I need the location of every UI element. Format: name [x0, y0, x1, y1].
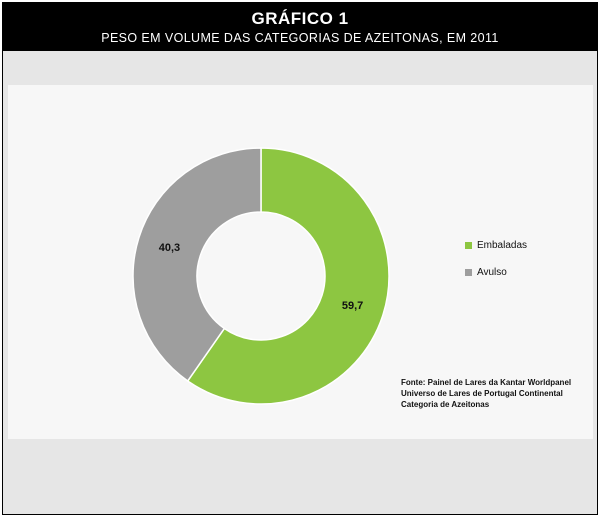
data-label-avulso: 40,3: [159, 242, 180, 254]
chart-title: GRÁFICO 1: [251, 9, 349, 28]
source-note: Fonte: Painel de Lares da Kantar Worldpa…: [401, 377, 571, 410]
donut-slice-embaladas: [186, 147, 390, 405]
legend-item-avulso: Avulso: [465, 265, 527, 279]
chart-legend: Embaladas Avulso: [465, 238, 527, 292]
legend-label-avulso: Avulso: [477, 266, 507, 278]
chart-subtitle: PESO EM VOLUME DAS CATEGORIAS DE AZEITON…: [101, 31, 499, 45]
legend-swatch-embaladas: [465, 241, 472, 249]
source-line: Categoria de Azeitonas: [401, 400, 490, 409]
legend-swatch-avulso: [465, 268, 472, 276]
legend-item-embaladas: Embaladas: [465, 238, 527, 252]
data-label-embaladas: 59,7: [342, 300, 363, 312]
source-line: Universo de Lares de Portugal Continenta…: [401, 389, 563, 398]
chart-header: GRÁFICO 1 PESO EM VOLUME DAS CATEGORIAS …: [3, 3, 597, 51]
donut-slice-avulso: [132, 147, 262, 382]
source-line: Fonte: Painel de Lares da Kantar Worldpa…: [401, 378, 572, 387]
legend-label-embaladas: Embaladas: [477, 239, 528, 251]
